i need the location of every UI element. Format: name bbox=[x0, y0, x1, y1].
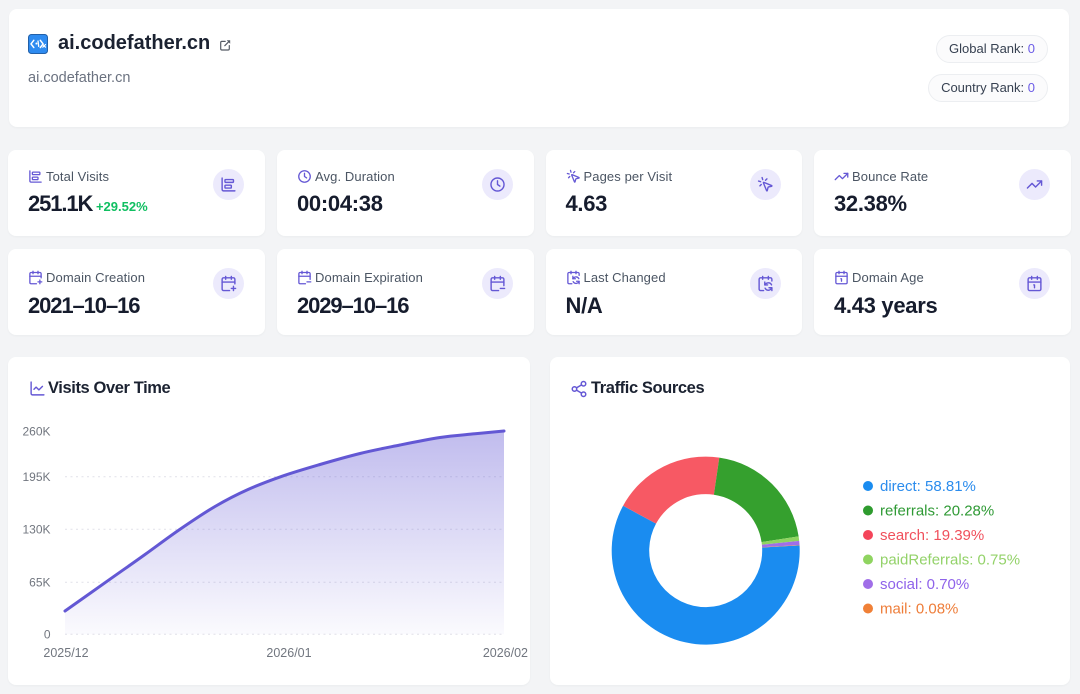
svg-text:195K: 195K bbox=[22, 470, 50, 484]
svg-text:social: 0.70%: social: 0.70% bbox=[880, 576, 969, 593]
svg-text:2026/01: 2026/01 bbox=[266, 646, 311, 660]
svg-text:130K: 130K bbox=[22, 523, 50, 537]
svg-text:2026/02: 2026/02 bbox=[483, 646, 528, 660]
svg-text:referrals: 20.28%: referrals: 20.28% bbox=[880, 503, 994, 520]
svg-text:2025/12: 2025/12 bbox=[43, 646, 88, 660]
svg-text:direct: 58.81%: direct: 58.81% bbox=[880, 478, 976, 495]
svg-text:0: 0 bbox=[44, 628, 51, 642]
svg-text:260K: 260K bbox=[22, 424, 50, 438]
svg-text:paidReferrals: 0.75%: paidReferrals: 0.75% bbox=[880, 552, 1020, 569]
svg-text:search: 19.39%: search: 19.39% bbox=[880, 527, 984, 544]
svg-text:65K: 65K bbox=[29, 576, 50, 590]
svg-text:mail: 0.08%: mail: 0.08% bbox=[880, 601, 958, 618]
